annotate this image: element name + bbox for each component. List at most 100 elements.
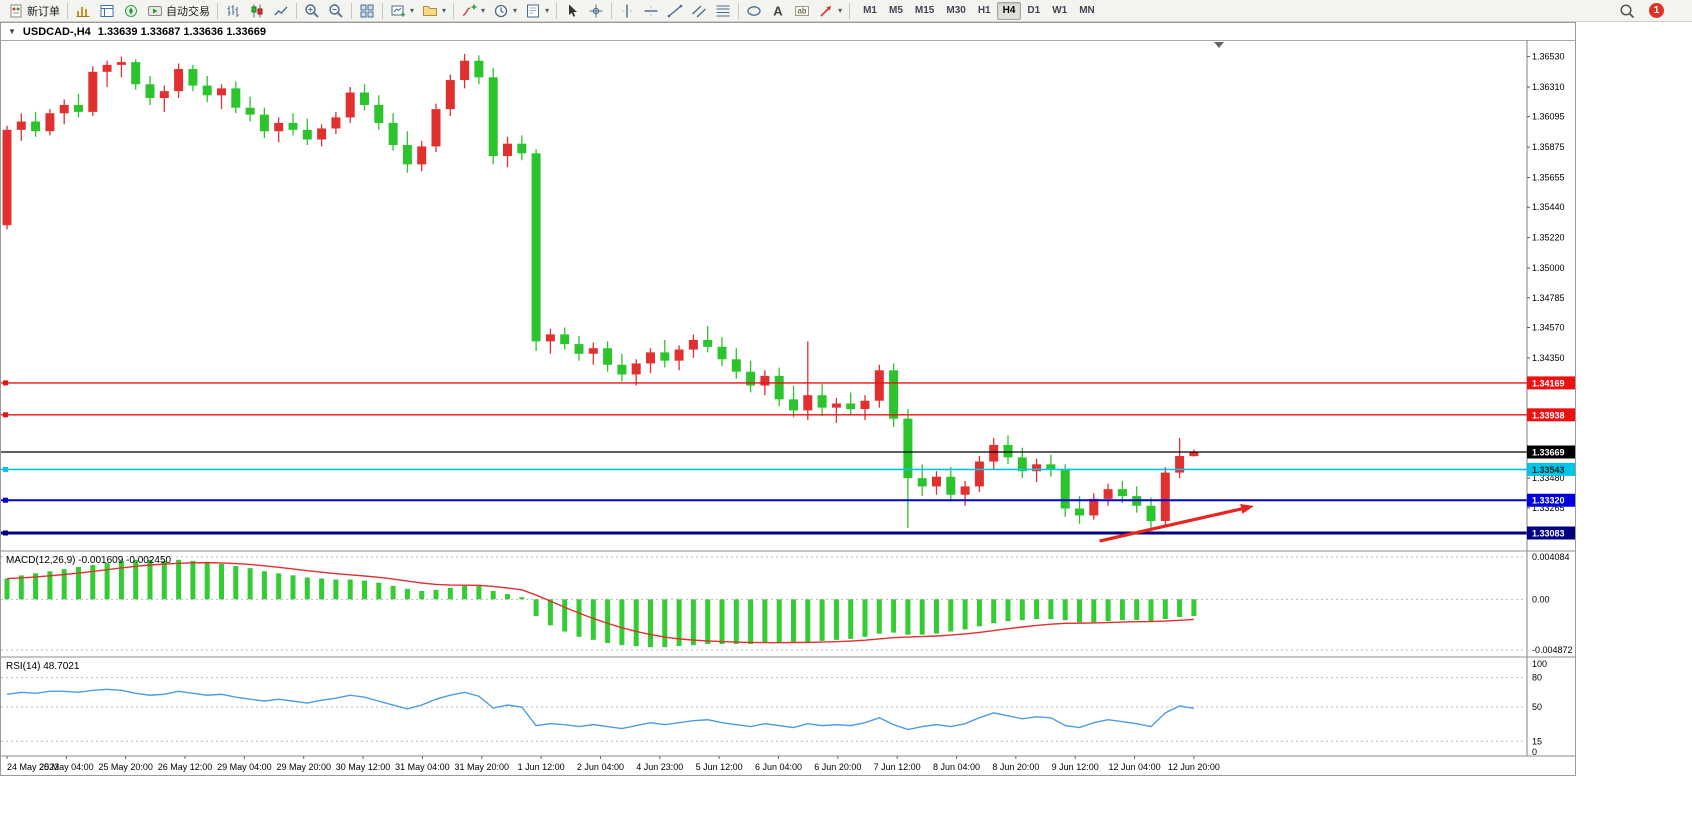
timeframe-M30[interactable]: M30 [946,5,966,16]
time-tick-label: 25 May 20:00 [98,762,153,772]
bar-chart-mode-button[interactable] [221,1,245,21]
text-label-tool-button[interactable]: ab [790,1,814,21]
arrows-tool-button[interactable]: ▾ [814,1,846,21]
horizontal-line-icon [643,3,659,19]
macd-signal-line [6,561,1194,644]
data-window-icon [99,3,115,19]
new-chart-icon [390,3,406,19]
fibonacci-icon [715,3,731,19]
price-tick-label: 1.36530 [1532,52,1565,62]
horizontal-line-tool-button[interactable] [639,1,663,21]
search-button[interactable] [1615,1,1639,21]
price-badge [1527,526,1575,540]
chart-window: ▼ USDCAD-,H4 1.33639 1.33687 1.33636 1.3… [0,22,1576,776]
zoom-out-button[interactable] [324,1,348,21]
timeframe-D1[interactable]: D1 [1027,5,1041,16]
caret-down-icon: ▾ [410,6,415,15]
cursor-tool-button[interactable] [560,1,584,21]
timeframe-MN[interactable]: MN [1079,5,1095,16]
notification-badge[interactable]: 1 [1649,3,1664,18]
toolbar-separator [296,2,297,19]
toolbar-separator [453,2,455,19]
new-order-button-label: 新订单 [27,5,60,18]
vertical-line-tool-button[interactable] [615,1,639,21]
price-badge-label: 1.33320 [1532,496,1565,506]
chart-shift-marker [1214,42,1224,48]
zoom-in-button[interactable] [300,1,324,21]
crosshair-tool-button[interactable] [584,1,608,21]
price-badge-label: 1.33543 [1532,465,1565,475]
time-tick-label: 29 May 20:00 [276,762,331,772]
tile-windows-button[interactable] [355,1,379,21]
price-tick-label: 1.35220 [1532,233,1565,243]
horizontal-lines[interactable] [1,380,1527,536]
candlestick-mode-button[interactable] [245,1,269,21]
indicators-button[interactable]: ▾ [457,1,489,21]
time-tick-label: 26 May 12:00 [158,762,213,772]
timeframe-H1[interactable]: H1 [977,5,991,16]
trendline-tool-button[interactable] [663,1,687,21]
price-tick-label: 1.33480 [1532,473,1565,483]
toolbar-right: 1 [1615,1,1688,21]
profiles-button[interactable]: ▾ [418,1,450,21]
chart-symbol-label: USDCAD-,H4 [22,25,91,38]
price-badge [1527,376,1575,390]
new-chart-button[interactable]: ▾ [386,1,418,21]
rsi-scale-label: 80 [1532,673,1542,683]
templates-icon [525,3,541,19]
fibonacci-tool-button[interactable] [711,1,735,21]
auto-trading-button[interactable]: 自动交易 [143,1,214,21]
crosshair-icon [588,3,604,19]
time-tick-label: 6 Jun 04:00 [755,762,802,772]
time-tick-label: 25 May 04:00 [39,762,94,772]
templates-button[interactable]: ▾ [521,1,553,21]
chart-ohlc-values: 1.33639 1.33687 1.33636 1.33669 [97,25,266,38]
price-badge [1527,493,1575,507]
trend-arrow[interactable] [1099,504,1254,543]
time-tick-label: 24 May 2023 [7,762,59,772]
price-axis[interactable]: 1.36530 1.36310 1.36095 1.35875 1.35655 1.354… [1526,40,1575,756]
price-tick-label: 1.35440 [1532,202,1565,212]
auto-trading-icon [147,3,163,19]
shapes-tool-button[interactable] [742,1,766,21]
market-watch-button[interactable] [71,1,95,21]
timeframe-W1[interactable]: W1 [1052,5,1068,16]
vertical-line-icon [619,3,635,19]
time-tick-label: 2 Jun 04:00 [577,762,624,772]
timeframe-M1[interactable]: M1 [863,5,877,16]
periods-button[interactable]: ▾ [489,1,521,21]
candlesticks [2,53,1199,528]
channel-tool-button[interactable] [687,1,711,21]
toolbar-separator [738,2,740,19]
price-tick-label: 1.35655 [1532,173,1565,183]
time-tick-label: 31 May 20:00 [454,762,509,772]
trendline-icon [667,3,683,19]
new-order-button[interactable]: 新订单 [4,1,64,21]
toolbar-separator [849,2,851,19]
rsi-line [6,688,1195,731]
line-chart-mode-button[interactable] [269,1,293,21]
timeframe-M5[interactable]: M5 [889,5,903,16]
time-tick-label: 4 Jun 23:00 [636,762,683,772]
time-tick-label: 12 Jun 20:00 [1168,762,1220,772]
tile-windows-icon [359,3,375,19]
price-chart-canvas[interactable]: 1.36530 1.36310 1.36095 1.35875 1.35655 1.354… [1,40,1575,775]
caret-down-icon: ▾ [481,6,486,15]
search-icon [1619,3,1635,19]
shapes-icon [746,3,762,19]
navigator-button[interactable] [119,1,143,21]
macd-scale-label: 0.00 [1532,594,1550,604]
data-window-button[interactable] [95,1,119,21]
one-click-trading-arrow-icon[interactable]: ▼ [8,27,16,36]
text-tool-button[interactable]: A [766,1,790,21]
price-tick-label: 1.33265 [1532,503,1565,513]
ohlc-bars-icon [225,3,241,19]
timeframe-H4[interactable]: H4 [996,1,1022,20]
profiles-icon [422,3,438,19]
toolbar-separator [611,2,613,19]
time-tick-label: 8 Jun 04:00 [933,762,980,772]
timeframe-M15[interactable]: M15 [914,5,935,16]
equidistant-channel-icon [691,3,707,19]
